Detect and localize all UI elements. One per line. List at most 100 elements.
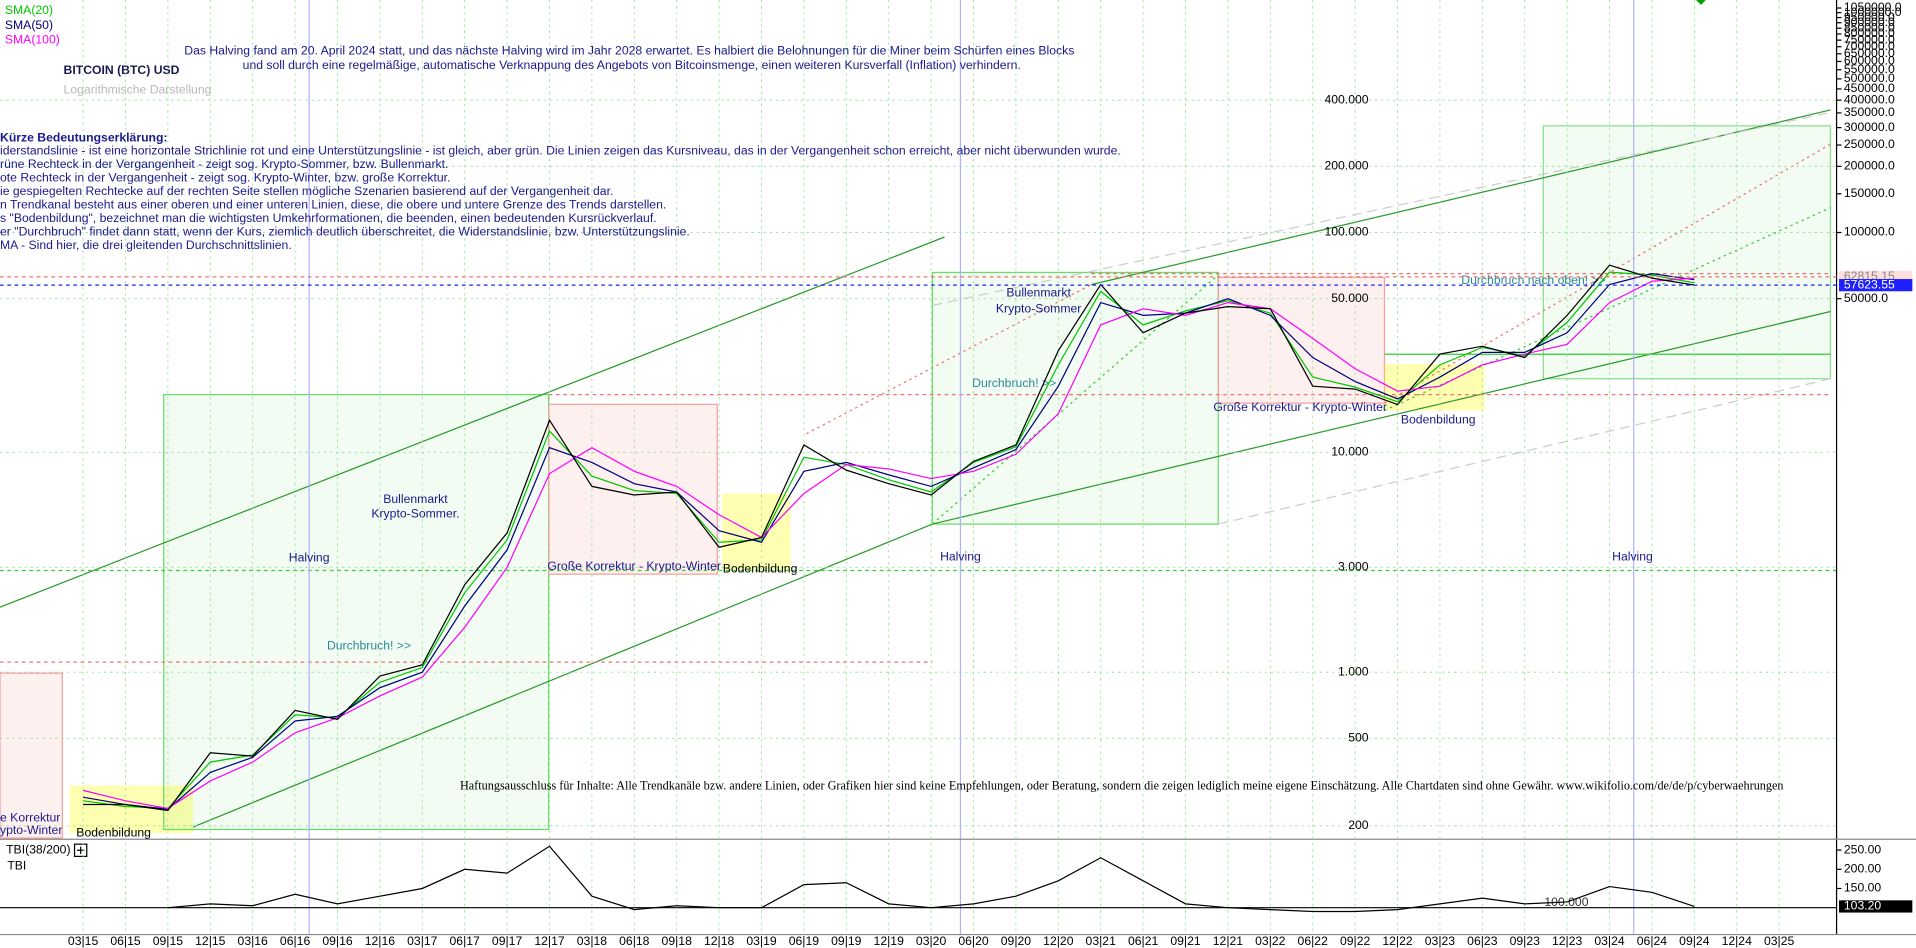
y-tick-label: 100.000 — [1324, 225, 1368, 239]
y-tick-label: 600000.0 — [1844, 54, 1895, 68]
x-tick-label: 03|23 — [1425, 934, 1456, 948]
y-tick-label: 200.000 — [1324, 159, 1368, 173]
y-tick-label: 3.000 — [1338, 560, 1369, 574]
price-box — [1839, 279, 1913, 292]
scenario-line — [1218, 378, 1831, 525]
x-tick-label: 09|21 — [1170, 934, 1201, 948]
data-line — [83, 271, 1695, 810]
annotation: ypto-Winter — [0, 823, 62, 837]
indicator-name: TBI — [7, 858, 26, 872]
data-line — [167, 845, 1695, 913]
y-tick-label: 850000.0 — [1844, 20, 1895, 34]
x-tick-label: 09|23 — [1510, 934, 1541, 948]
explanation-line: ie gespiegelten Rechtecke auf der rechte… — [0, 184, 613, 198]
x-tick-label: 09|20 — [1001, 934, 1032, 948]
annotation: Große Korrektur - Krypto-Winter — [1213, 400, 1387, 414]
x-tick-label: 06|18 — [619, 934, 650, 948]
scenario-zone — [1542, 125, 1832, 380]
y-tick-label: 200.00 — [1844, 862, 1882, 876]
annotation: e Korrektur — [0, 811, 60, 825]
y-tick-label: 550000.0 — [1844, 62, 1895, 76]
annotation: Große Korrektur - Krypto-Winter — [547, 559, 721, 573]
annotation: Bodenbildung — [1401, 412, 1476, 426]
x-tick-label: 06|22 — [1298, 934, 1329, 948]
current-label: 103.20 — [1844, 899, 1882, 913]
y-tick-label: 1050000.0 — [1844, 0, 1902, 14]
x-tick-label: 09|22 — [1340, 934, 1371, 948]
x-tick-label: 03|19 — [746, 934, 777, 948]
x-tick-label: 06|19 — [789, 934, 820, 948]
x-tick-label: 03|16 — [238, 934, 269, 948]
annotation: Krypto-Sommer. — [371, 507, 459, 521]
x-tick-label: 12|23 — [1552, 934, 1583, 948]
chart-subtitle: Logarithmische Darstellung — [64, 83, 212, 97]
y-tick-label: 500 — [1348, 731, 1369, 745]
scenario-line — [931, 274, 1219, 525]
annotation: Halving — [940, 549, 981, 563]
x-tick-label: 09|17 — [492, 934, 523, 948]
annotation: Durchbruch! >> — [972, 376, 1056, 390]
y-tick-label: 300000.0 — [1844, 120, 1895, 134]
x-tick-label: 06|16 — [280, 934, 311, 948]
y-tick-label: 700000.0 — [1844, 39, 1895, 53]
x-tick-label: 09|15 — [153, 934, 184, 948]
y-tick-label: 400.000 — [1324, 92, 1368, 106]
explanation-line: s "Bodenbildung", bezeichnet man die wic… — [0, 211, 657, 225]
annotation: Halving — [1612, 549, 1653, 563]
y-tick-label: 200000.0 — [1844, 159, 1895, 173]
x-tick-label: 03|20 — [916, 934, 947, 948]
scenario-line — [806, 284, 1092, 435]
explanation-line: n Trendkanal besteht aus einer oberen un… — [0, 197, 666, 211]
annotation: Das Halving fand am 20. April 2024 statt… — [184, 44, 1074, 58]
x-tick-label: 03|18 — [577, 934, 608, 948]
x-tick-label: 06|24 — [1637, 934, 1668, 948]
annotation: und soll durch eine regelmäßige, automat… — [243, 58, 1021, 72]
x-tick-label: 06|15 — [110, 934, 141, 948]
x-tick-label: 12|20 — [1043, 934, 1074, 948]
y-tick-label: 950000.0 — [1844, 10, 1895, 24]
x-tick-label: 12|19 — [874, 934, 905, 948]
y-tick-label: 200 — [1348, 818, 1369, 832]
x-tick-label: 06|23 — [1467, 934, 1498, 948]
y-tick-label: 650000.0 — [1844, 46, 1895, 60]
y-tick-label: 900000.0 — [1844, 15, 1895, 29]
bottom-zone — [69, 785, 194, 834]
channel-line — [0, 236, 945, 608]
annotation: Bodenbildung — [76, 825, 151, 839]
x-tick-label: 09|18 — [662, 934, 693, 948]
y-tick-label: 400000.0 — [1844, 92, 1895, 106]
data-line — [82, 277, 1695, 810]
explanation-line: MA - Sind hier, die drei gleitenden Durc… — [0, 238, 292, 252]
x-tick-label: 12|21 — [1213, 934, 1244, 948]
legend-entry: SMA(100) — [5, 33, 60, 47]
chart-title: BITCOIN (BTC) USD — [64, 63, 180, 77]
winter-zone — [548, 403, 718, 575]
x-tick-label: 06|17 — [450, 934, 481, 948]
explanation-line: er "Durchbruch" findet dann statt, wenn … — [0, 224, 690, 238]
x-tick-label: 06|20 — [958, 934, 989, 948]
marker — [1696, 0, 1706, 5]
x-tick-label: 12|22 — [1382, 934, 1413, 948]
x-tick-label: 03|21 — [1086, 934, 1117, 948]
data-line — [83, 264, 1695, 812]
x-tick-label: 12|17 — [534, 934, 565, 948]
y-tick-label: 50.000 — [1331, 291, 1369, 305]
channel-line — [1091, 109, 1831, 286]
explanation-line: iderstandslinie - ist eine horizontale S… — [0, 144, 1121, 158]
y-tick-label: 100000.0 — [1844, 225, 1895, 239]
x-tick-label: 03|25 — [1764, 934, 1795, 948]
x-tick-label: 09|16 — [322, 934, 353, 948]
x-tick-label: 09|24 — [1679, 934, 1710, 948]
price-label: 57623.55 — [1844, 277, 1895, 291]
x-tick-label: 03|17 — [407, 934, 438, 948]
y-tick-label: 350000.0 — [1844, 105, 1895, 119]
y-tick-label: 150.00 — [1844, 881, 1882, 895]
summer-zone — [163, 393, 550, 831]
annotation: Bullenmarkt — [383, 492, 448, 506]
y-tick-label: 1.000 — [1338, 664, 1369, 678]
y-tick-label: 10.000 — [1331, 445, 1369, 459]
explanation-line: rüne Rechteck in der Vergangenheit - zei… — [0, 157, 448, 171]
y-tick-label: 500000.0 — [1844, 71, 1895, 85]
y-tick-label: 800000.0 — [1844, 26, 1895, 40]
